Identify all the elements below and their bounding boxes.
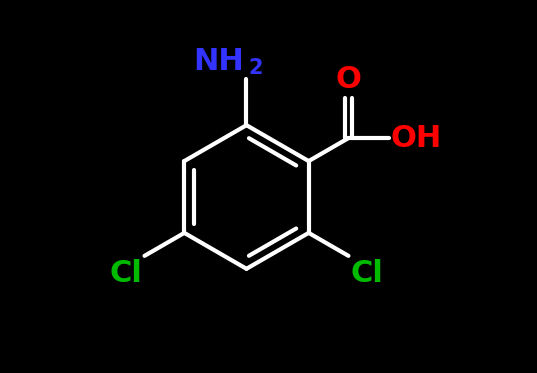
Text: Cl: Cl — [110, 259, 142, 288]
Text: OH: OH — [391, 123, 442, 153]
Text: 2: 2 — [248, 58, 263, 78]
Text: NH: NH — [193, 47, 244, 76]
Text: Cl: Cl — [351, 259, 383, 288]
Text: O: O — [336, 65, 361, 94]
